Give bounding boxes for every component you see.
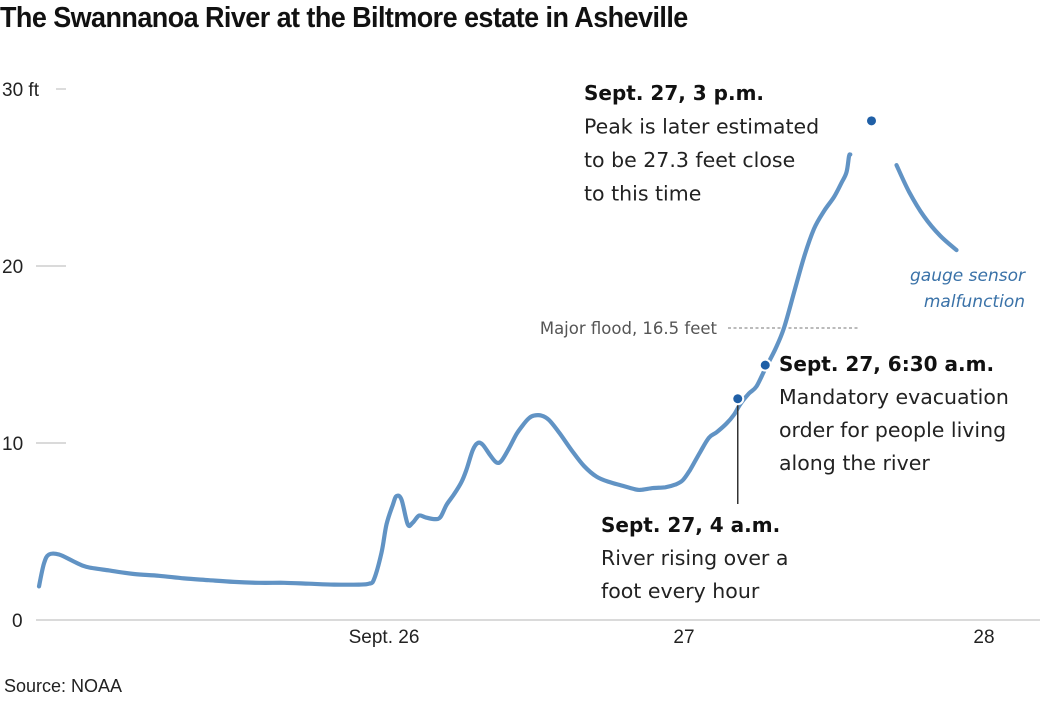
evacuation-annotation-heading: Sept. 27, 6:30 a.m. xyxy=(779,352,994,376)
y-axis: 0 10 20 30 ft xyxy=(2,80,66,632)
rising-annotation-heading: Sept. 27, 4 a.m. xyxy=(601,513,780,537)
evacuation-annotation-line: along the river xyxy=(779,451,930,475)
series-lines xyxy=(36,152,959,589)
y-tick-label: 20 xyxy=(2,257,23,278)
source-note: Source: NOAA xyxy=(4,676,123,696)
x-tick-label: 27 xyxy=(673,627,694,648)
gauge-malfunction-note: malfunction xyxy=(924,292,1025,312)
river-level-line-segment-2 xyxy=(894,163,959,253)
rising-annotation-line: River rising over a xyxy=(601,546,788,570)
major-flood-label: Major flood, 16.5 feet xyxy=(540,319,718,338)
evacuation-annotation-line: order for people living xyxy=(779,418,1006,442)
rising-annotation-line: foot every hour xyxy=(601,579,760,603)
gauge-malfunction-note: gauge sensor xyxy=(910,266,1026,286)
y-tick-label: 10 xyxy=(2,434,23,455)
peak-annotation-heading: Sept. 27, 3 p.m. xyxy=(584,81,764,105)
rising-marker xyxy=(733,394,743,404)
x-axis: Sept. 26 27 28 xyxy=(36,619,1040,648)
peak-annotation-line: Peak is later estimated xyxy=(584,115,819,139)
annotation-texts: Sept. 27, 3 p.m. Peak is later estimated t… xyxy=(584,81,1026,603)
x-tick-label: 28 xyxy=(973,627,994,648)
reference-lines: Major flood, 16.5 feet xyxy=(540,319,860,338)
peak-annotation-line: to this time xyxy=(584,182,701,206)
evacuation-marker xyxy=(760,360,770,370)
y-tick-label: 0 xyxy=(12,611,23,632)
x-tick-label: Sept. 26 xyxy=(349,627,420,648)
y-tick-label: 30 ft xyxy=(2,80,40,101)
peak-annotation-line: to be 27.3 feet close xyxy=(584,148,795,172)
river-level-line-segment-1 xyxy=(36,152,853,589)
peak-marker xyxy=(867,116,876,126)
evacuation-annotation-line: Mandatory evacuation xyxy=(779,385,1009,409)
chart-title: The Swannanoa River at the Biltmore esta… xyxy=(0,2,688,34)
annotation-markers xyxy=(731,114,878,406)
